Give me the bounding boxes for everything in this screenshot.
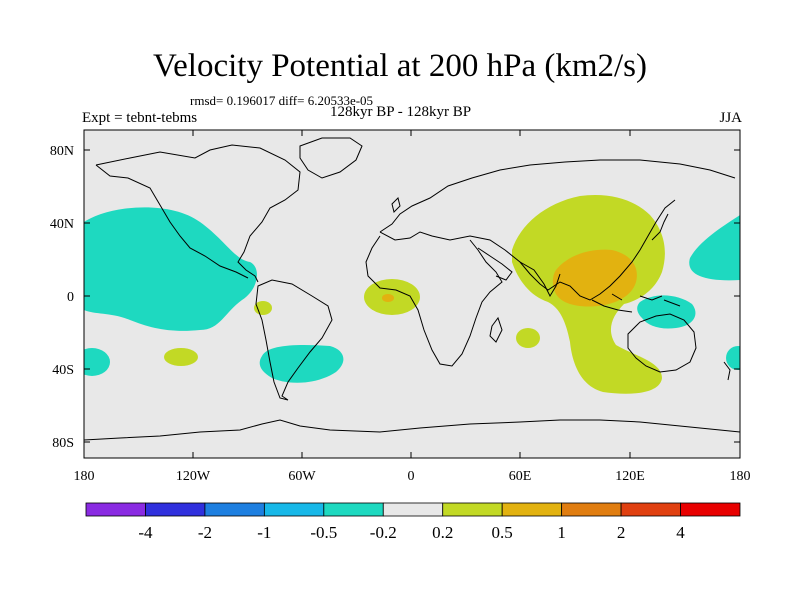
contour-fields: [84, 137, 740, 441]
contour-atlantic-core: [382, 294, 394, 302]
colorbar-label: -2: [198, 523, 212, 542]
coast-new-zealand: [723, 361, 731, 381]
colorbar-box: [323, 502, 384, 517]
latitude-labels: 80N 40N 0 40S 80S: [50, 144, 74, 451]
lat-label-40s: 40S: [52, 363, 74, 378]
contour-australia-negative: [637, 295, 696, 329]
period-label: 128kyr BP - 128kyr BP: [330, 104, 472, 120]
colorbar-box: [204, 502, 265, 517]
colorbar-label: 0.5: [492, 523, 513, 542]
contour-west-pacific-negative: [689, 215, 740, 281]
coast-south-america: [255, 279, 333, 401]
colorbar-label: -0.2: [370, 523, 397, 542]
coast-india: [519, 261, 561, 298]
lat-label-40n: 40N: [50, 217, 74, 232]
coast-indonesia: [591, 293, 681, 313]
contour-south-pacific-positive: [164, 348, 198, 366]
stats-text: rmsd= 0.196017 diff= 6.20533e-05: [190, 93, 374, 108]
colorbar-label: -4: [138, 523, 153, 542]
colorbar-box: [263, 502, 325, 517]
lon-label-120e: 120E: [615, 469, 645, 484]
coast-arabia: [477, 247, 513, 281]
contour-south-pacific-negative: [84, 348, 110, 376]
map-frame: [83, 129, 741, 459]
colorbar-box: [145, 502, 206, 517]
lon-label-0: 0: [408, 469, 415, 484]
lon-label-60e: 60E: [509, 469, 532, 484]
colorbar-boxes: [85, 502, 741, 517]
lon-label-180e: 180: [730, 469, 751, 484]
colorbar-box: [620, 502, 681, 517]
colorbar: -4 -2 -1 -0.5 -0.2 0.2 0.5 1 2 4: [85, 502, 741, 542]
coast-north-america: [95, 144, 301, 283]
season-label: JJA: [719, 110, 742, 126]
colorbar-box: [382, 502, 444, 517]
coast-madagascar: [489, 316, 503, 343]
coast-antarctica: [84, 419, 740, 441]
colorbar-label: -1: [257, 523, 271, 542]
lon-label-180w: 180: [74, 469, 95, 484]
coastlines: [84, 137, 740, 441]
coast-australia: [627, 313, 697, 373]
colorbar-label: 1: [557, 523, 566, 542]
coast-greenland: [299, 137, 363, 179]
colorbar-label: 4: [676, 523, 685, 542]
lat-label-0: 0: [67, 290, 74, 305]
lon-label-60w: 60W: [288, 469, 316, 484]
contour-pacific-negative: [84, 207, 257, 331]
colorbar-box: [442, 502, 503, 517]
contour-tasman-negative: [726, 346, 740, 370]
tick-marks: [84, 130, 740, 458]
colorbar-label: 2: [617, 523, 626, 542]
contour-indian-ocean-positive: [516, 328, 540, 348]
colorbar-labels: -4 -2 -1 -0.5 -0.2 0.2 0.5 1 2 4: [138, 523, 685, 542]
experiment-label: Expt = tebnt-tebms: [82, 110, 198, 126]
colorbar-box: [501, 502, 563, 517]
colorbar-box: [85, 502, 146, 517]
lat-label-80n: 80N: [50, 144, 74, 159]
coast-japan: [651, 213, 669, 241]
colorbar-label: 0.2: [432, 523, 453, 542]
lon-label-120w: 120W: [176, 469, 211, 484]
coast-eurasia: [379, 159, 736, 301]
contour-amazon-positive: [254, 301, 272, 315]
longitude-labels: 180 120W 60W 0 60E 120E 180: [74, 469, 751, 484]
colorbar-box: [561, 502, 622, 517]
lat-label-80s: 80S: [52, 436, 74, 451]
contour-asian-monsoon-core: [552, 249, 637, 307]
plot-title: Velocity Potential at 200 hPa (km2/s): [152, 48, 648, 84]
colorbar-label: -0.5: [310, 523, 337, 542]
coast-uk: [391, 197, 401, 213]
colorbar-box: [680, 502, 741, 517]
